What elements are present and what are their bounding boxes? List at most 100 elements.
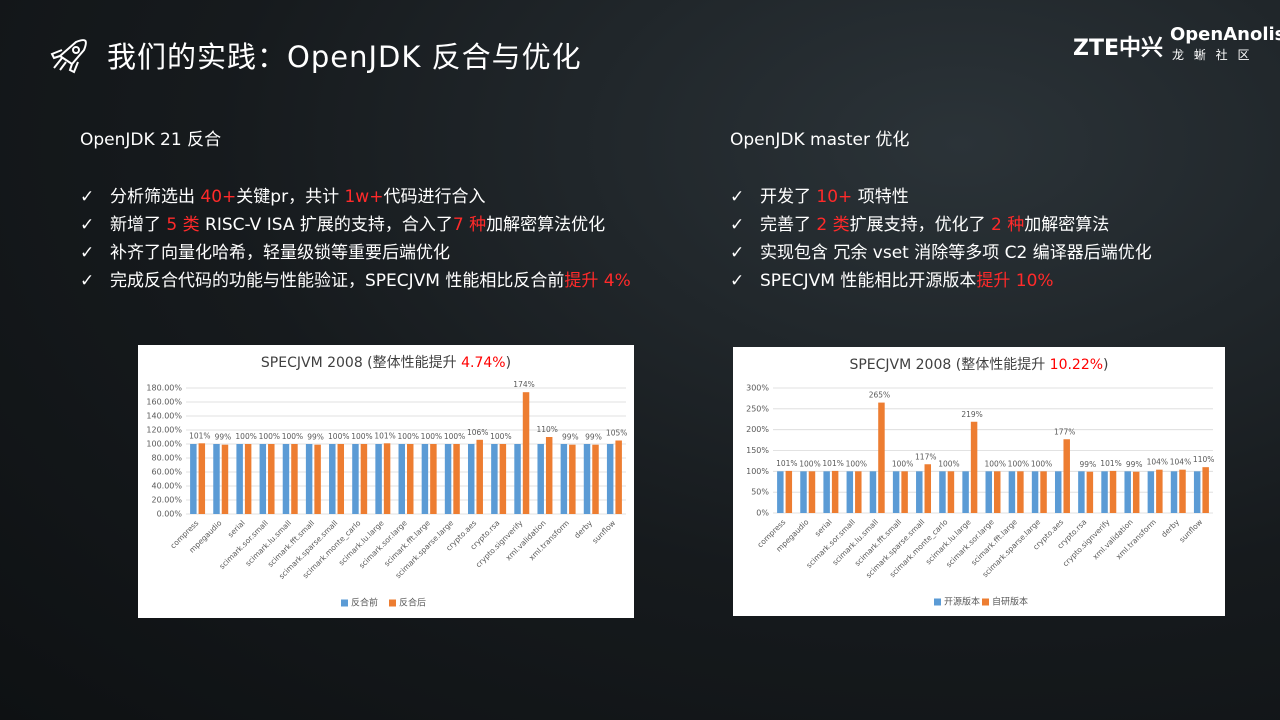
data-label: 99% <box>307 433 324 442</box>
bar <box>1202 467 1209 513</box>
bar <box>221 444 229 514</box>
data-label: 99% <box>215 433 232 442</box>
bar <box>398 444 405 514</box>
bar <box>1179 469 1186 513</box>
y-tick-label: 0% <box>756 509 769 518</box>
bar <box>1170 471 1178 513</box>
bar <box>994 471 1001 513</box>
chart-title: SPECJVM 2008 (整体性能提升 10.22%) <box>849 357 1108 373</box>
data-label: 100% <box>351 432 372 441</box>
highlight-text: 2 种 <box>991 215 1025 235</box>
data-label: 101% <box>822 459 843 468</box>
y-tick-label: 140.00% <box>146 412 182 421</box>
bar <box>337 444 345 514</box>
bar <box>1040 471 1047 513</box>
data-label: 100% <box>799 459 820 468</box>
highlight-text: 10+ <box>816 187 853 207</box>
bullet: 补齐了向量化哈希，轻量级锁等重要后端优化 <box>80 239 631 267</box>
y-tick-label: 150% <box>746 446 769 455</box>
data-label: 101% <box>1100 459 1121 468</box>
bar <box>869 471 877 513</box>
bar <box>916 471 923 513</box>
bar <box>1063 439 1070 513</box>
y-tick-label: 120.00% <box>146 426 182 435</box>
bar <box>407 444 414 514</box>
bullet-text: 实现包含 冗余 vset 消除等多项 C2 编译器后端优化 <box>760 243 1152 263</box>
bullet: SPECJVM 性能相比开源版本提升 10% <box>730 267 1152 295</box>
bar <box>375 444 382 514</box>
bar <box>777 471 784 513</box>
data-label: 99% <box>1080 460 1097 469</box>
bar <box>236 444 243 514</box>
bullet: 完善了 2 类扩展支持，优化了 2 种加解密算法 <box>730 211 1152 239</box>
bullet: 实现包含 冗余 vset 消除等多项 C2 编译器后端优化 <box>730 239 1152 267</box>
y-tick-label: 80.00% <box>151 454 182 463</box>
bar <box>1054 471 1062 513</box>
bar <box>1156 469 1163 513</box>
bar <box>962 471 969 513</box>
bar <box>259 444 267 514</box>
bar <box>453 444 460 514</box>
bullet-text: 扩展支持，优化了 <box>849 215 992 235</box>
bar <box>352 444 359 514</box>
bar <box>430 444 437 514</box>
data-label: 100% <box>985 459 1006 468</box>
bar <box>846 471 854 513</box>
data-label: 100% <box>398 432 419 441</box>
data-label: 101% <box>189 431 210 440</box>
title-part: SPECJVM 2008 (整体性能提升 <box>261 355 461 371</box>
right-column: OpenJDK master 优化开发了 10+ 项特性完善了 2 类扩展支持，… <box>730 125 1152 295</box>
left-column: OpenJDK 21 反合分析筛选出 40+关键pr，共计 1w+代码进行合入新… <box>80 125 631 295</box>
bar <box>268 444 275 514</box>
bar <box>1193 471 1201 513</box>
y-tick-label: 50% <box>751 488 769 497</box>
bar <box>1132 471 1140 513</box>
bar <box>198 443 206 514</box>
bar <box>592 444 599 514</box>
bar <box>892 471 900 513</box>
bullet-text: 完善了 <box>760 215 817 235</box>
bar <box>213 444 220 514</box>
bullet-text: 补齐了向量化哈希，轻量级锁等重要后端优化 <box>110 243 450 263</box>
bar <box>583 444 591 514</box>
highlight-text: 提升 10% <box>976 271 1054 291</box>
data-label: 100% <box>490 432 511 441</box>
data-label: 100% <box>892 459 913 468</box>
data-label: 100% <box>421 432 442 441</box>
bar <box>939 471 946 513</box>
bar <box>855 471 862 513</box>
data-label: 101% <box>374 431 395 440</box>
bar <box>467 444 475 514</box>
bar <box>985 471 992 513</box>
bullet: 新增了 5 类 RISC-V ISA 扩展的支持，合入了7 种加解密算法优化 <box>80 211 631 239</box>
rocket-icon <box>50 39 87 74</box>
data-label: 100% <box>1031 459 1052 468</box>
bar <box>537 444 544 514</box>
data-label: 99% <box>585 433 602 442</box>
bullet-text: 分析筛选出 <box>110 187 201 207</box>
x-tick-label: sunflow <box>590 518 617 545</box>
data-label: 99% <box>562 433 579 442</box>
logo-openanolis: OpenAnolis <box>1170 24 1280 45</box>
bar <box>560 444 568 514</box>
bar <box>499 444 507 514</box>
bullet: 开发了 10+ 项特性 <box>730 183 1152 211</box>
highlight-text: 40+ <box>200 187 237 207</box>
y-tick-label: 100% <box>746 467 769 476</box>
bar <box>491 444 498 514</box>
bar <box>1008 471 1016 513</box>
bullet-text: 代码进行合入 <box>383 187 486 207</box>
data-label: 177% <box>1054 427 1075 436</box>
data-label: 104% <box>1170 458 1191 467</box>
bullet-text: 关键pr，共计 <box>236 187 345 207</box>
y-tick-label: 40.00% <box>151 482 182 491</box>
title-part: ) <box>506 355 511 371</box>
bullet-text: 加解密算法 <box>1024 215 1110 235</box>
column-heading: OpenJDK master 优化 <box>730 130 910 150</box>
highlight-text: 提升 4% <box>564 271 631 291</box>
data-label: 265% <box>869 391 890 400</box>
bar <box>615 440 622 514</box>
slide-title: 我们的实践：OpenJDK 反合与优化 <box>107 40 582 74</box>
bar <box>1017 471 1024 513</box>
